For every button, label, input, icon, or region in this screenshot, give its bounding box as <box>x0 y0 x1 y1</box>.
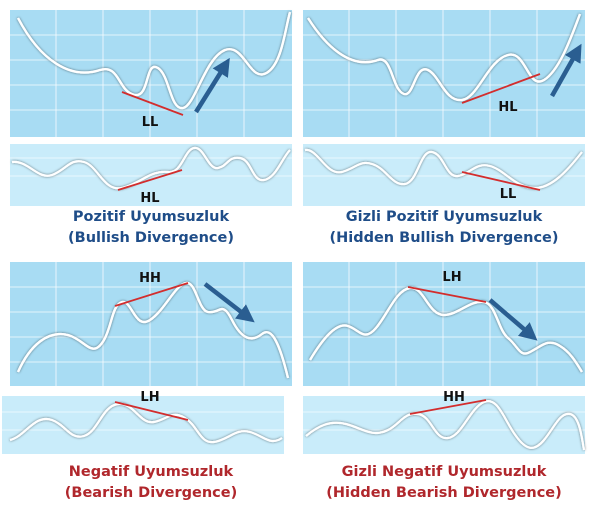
caption-line-1: Gizli Negatif Uyumsuzluk <box>341 464 547 480</box>
price-trend-line <box>114 282 189 307</box>
indicator-trend-line <box>114 401 189 421</box>
indicator-line <box>304 148 583 190</box>
indicator-divergence-label: LH <box>140 390 159 405</box>
indicator-grid-lines <box>2 411 284 431</box>
indicator-chart-bg <box>303 144 585 206</box>
caption-line-2: (Bearish Divergence) <box>64 485 238 501</box>
trend-arrow-icon <box>488 298 538 341</box>
caption-line-2: (Bullish Divergence) <box>68 230 234 246</box>
caption-bearish: Negatif Uyumsuzluk (Bearish Divergence) <box>10 462 292 504</box>
indicator-divergence-label: HH <box>443 390 465 405</box>
panel-bullish: LL HL <box>10 10 292 206</box>
indicator-line <box>305 400 586 451</box>
price-divergence-label: HL <box>498 100 517 115</box>
indicator-grid-lines <box>303 411 585 431</box>
price-line <box>16 11 292 110</box>
price-trend-line <box>407 286 487 303</box>
caption-hidden-bearish: Gizli Negatif Uyumsuzluk (Hidden Bearish… <box>303 462 585 504</box>
price-divergence-label: LH <box>442 270 461 285</box>
indicator-grid-lines <box>303 157 585 177</box>
price-line <box>308 286 584 373</box>
indicator-divergence-label: HL <box>140 191 159 206</box>
price-chart-bg <box>10 10 292 137</box>
price-divergence-label: HH <box>139 271 161 286</box>
price-line <box>16 281 290 379</box>
caption-hidden-bullish: Gizli Pozitif Uyumsuzluk (Hidden Bullish… <box>303 207 585 249</box>
grid-lines <box>303 262 585 386</box>
price-line <box>306 13 582 102</box>
caption-line-2: (Hidden Bearish Divergence) <box>326 485 562 501</box>
panel-hidden-bullish: HL LL <box>303 10 585 206</box>
indicator-divergence-label: LL <box>500 187 517 202</box>
panel-hidden-bearish: LH HH <box>303 262 586 454</box>
panel-bearish: HH LH <box>2 262 292 454</box>
price-divergence-label: LL <box>142 115 159 130</box>
caption-bullish: Pozitif Uyumsuzluk (Bullish Divergence) <box>10 207 292 249</box>
caption-line-1: Gizli Pozitif Uyumsuzluk <box>345 209 543 225</box>
price-chart-bg <box>303 10 585 137</box>
price-trend-line <box>461 73 541 104</box>
price-trend-line <box>121 91 184 116</box>
indicator-line <box>11 146 291 190</box>
caption-line-2: (Hidden Bullish Divergence) <box>329 230 559 246</box>
caption-line-1: Negatif Uyumsuzluk <box>68 464 234 480</box>
price-chart-bg <box>10 262 292 386</box>
grid-lines <box>10 10 292 137</box>
indicator-line <box>9 402 283 444</box>
trend-arrow-icon <box>550 43 582 98</box>
caption-line-1: Pozitif Uyumsuzluk <box>72 209 230 225</box>
indicator-trend-line <box>117 169 183 191</box>
trend-arrow-icon <box>203 282 255 323</box>
indicator-trend-line <box>461 171 541 191</box>
indicator-chart-bg <box>2 396 284 454</box>
trend-arrow-icon <box>194 57 230 114</box>
price-chart-bg <box>303 262 585 386</box>
indicator-trend-line <box>409 399 487 415</box>
